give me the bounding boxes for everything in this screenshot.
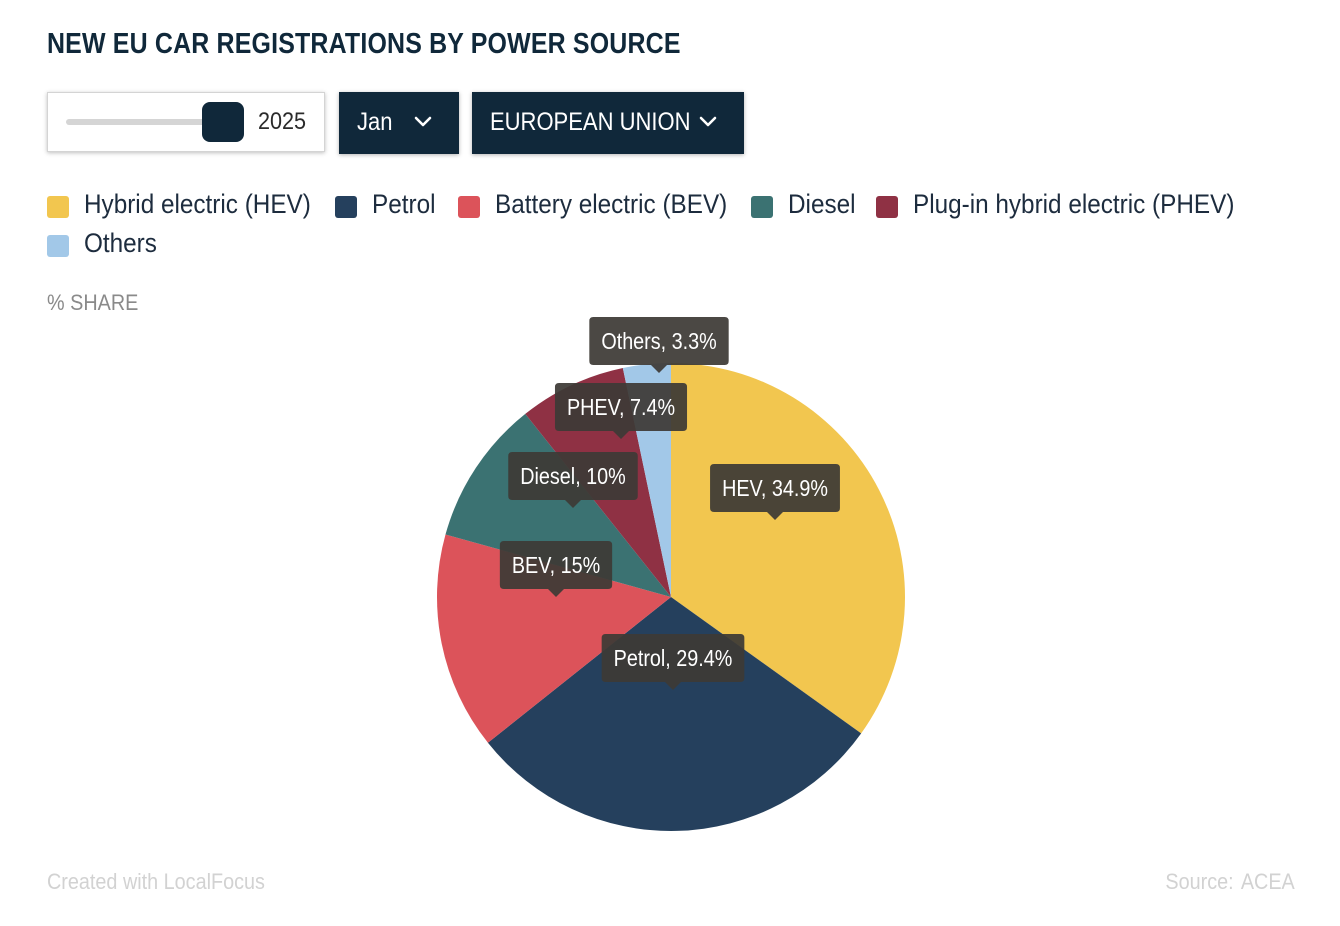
data-label-others: Others, 3.3% — [589, 317, 729, 373]
legend-swatch-hev — [47, 196, 69, 218]
year-slider-handle[interactable] — [202, 102, 244, 142]
legend-label-diesel: Diesel — [788, 189, 856, 219]
data-label-text-diesel: Diesel, 10% — [520, 464, 625, 490]
data-label-text-bev: BEV, 15% — [512, 553, 600, 579]
pie-slice-hev[interactable] — [671, 363, 905, 734]
region-dropdown-label: EUROPEAN UNION — [490, 108, 691, 136]
data-label-box-bev — [499, 541, 613, 597]
data-label-text-phev: PHEV, 7.4% — [567, 395, 675, 421]
legend-label-phev: Plug-in hybrid electric (PHEV) — [913, 189, 1235, 219]
legend-swatch-diesel — [751, 196, 773, 218]
pie-slices — [437, 363, 905, 831]
pie-data-labels: HEV, 34.9% Petrol, 29.4% BEV, 15% Diesel, 1… — [499, 317, 840, 690]
data-label-diesel: Diesel, 10% — [508, 452, 638, 508]
pie-slice-petrol[interactable] — [487, 597, 862, 831]
data-label-hev: HEV, 34.9% — [710, 464, 840, 520]
legend-swatch-others — [47, 235, 69, 257]
month-dropdown[interactable]: Jan — [339, 92, 459, 154]
year-slider-track[interactable] — [66, 119, 216, 125]
legend-label-hev: Hybrid electric (HEV) — [84, 189, 311, 219]
year-slider[interactable]: 2025 — [47, 92, 325, 152]
legend-label-bev: Battery electric (BEV) — [495, 189, 728, 219]
year-slider-value: 2025 — [258, 108, 307, 135]
region-dropdown[interactable]: EUROPEAN UNION — [472, 92, 744, 154]
data-label-box-diesel — [508, 452, 638, 508]
legend-swatch-petrol — [335, 196, 357, 218]
legend-swatch-phev — [876, 196, 898, 218]
footer-source-value: ACEA — [1241, 869, 1295, 894]
data-label-box-phev — [554, 383, 688, 439]
data-label-box-others — [589, 317, 729, 373]
legend-label-petrol: Petrol — [372, 189, 436, 219]
data-label-bev: BEV, 15% — [499, 541, 613, 597]
chart-title: NEW EU CAR REGISTRATIONS BY POWER SOURCE — [47, 28, 681, 60]
data-label-petrol: Petrol, 29.4% — [601, 634, 745, 690]
data-label-box-hev — [710, 464, 840, 520]
legend-swatch-bev — [458, 196, 480, 218]
pie-slice-bev[interactable] — [437, 534, 671, 743]
pie-slice-diesel[interactable] — [445, 413, 671, 597]
chevron-down-icon — [414, 116, 432, 127]
data-label-box-petrol — [601, 634, 745, 690]
footer-credit: Created with LocalFocus — [47, 869, 265, 894]
chevron-down-icon — [699, 116, 717, 127]
unit-label: % SHARE — [47, 290, 139, 315]
data-label-phev: PHEV, 7.4% — [554, 383, 688, 439]
data-label-text-petrol: Petrol, 29.4% — [614, 646, 733, 672]
month-dropdown-label: Jan — [357, 108, 393, 136]
footer-source-label: Source: — [1165, 869, 1234, 894]
data-label-text-others: Others, 3.3% — [601, 329, 716, 355]
legend-label-others: Others — [84, 228, 157, 258]
footer-source: Source: ACEA — [1166, 869, 1295, 895]
data-label-text-hev: HEV, 34.9% — [722, 476, 828, 502]
